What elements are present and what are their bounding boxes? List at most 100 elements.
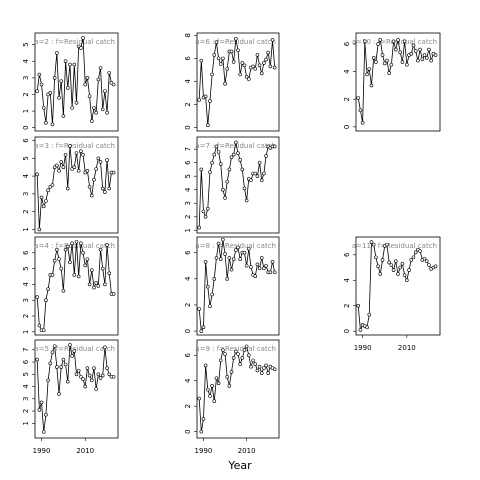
data-point: [96, 372, 101, 377]
y-tick-label: 2: [22, 92, 30, 96]
data-point: [98, 160, 103, 164]
plot-frame: [355, 236, 441, 336]
plot-frame: [34, 339, 119, 439]
data-point: [79, 149, 83, 154]
data-point: [264, 154, 268, 158]
data-point: [107, 186, 112, 191]
data-point: [59, 266, 64, 271]
y-tick-label: 3: [22, 76, 30, 80]
data-point: [105, 243, 109, 247]
data-point: [208, 304, 212, 309]
data-point: [244, 263, 249, 268]
data-point: [44, 199, 48, 203]
data-point: [218, 257, 223, 262]
data-point: [70, 105, 74, 110]
data-point: [79, 374, 83, 379]
data-point: [96, 284, 101, 288]
data-point: [387, 260, 391, 265]
y-tick-label: 2: [184, 102, 192, 106]
data-point: [111, 292, 116, 296]
panel-title: a=11 : f=Residual catch: [352, 242, 437, 250]
data-point: [87, 373, 92, 378]
panel-title: a=2 : f=Residual catch: [34, 38, 115, 46]
data-point: [72, 165, 77, 170]
data-point: [420, 57, 425, 62]
data-point: [210, 292, 214, 297]
data-point: [197, 98, 201, 102]
data-point: [236, 352, 240, 356]
data-point: [402, 273, 407, 277]
data-point: [205, 206, 210, 211]
y-tick-label: 1: [22, 421, 30, 425]
data-point: [103, 282, 107, 287]
data-point: [199, 58, 204, 63]
data-point: [208, 99, 212, 103]
data-point: [356, 96, 361, 100]
data-point: [240, 356, 245, 360]
data-point: [81, 152, 85, 157]
data-point: [249, 265, 253, 269]
data-point: [65, 379, 70, 384]
data-point: [65, 244, 70, 249]
y-tick-label: 6: [184, 250, 192, 255]
data-point: [380, 258, 385, 262]
data-point: [48, 361, 53, 366]
data-point: [111, 170, 116, 175]
plot-frame: [196, 32, 280, 132]
data-point: [234, 349, 238, 354]
data-point: [201, 417, 206, 421]
data-point: [205, 123, 210, 128]
data-point: [396, 272, 400, 276]
data-point: [259, 256, 264, 260]
data-point: [79, 46, 83, 50]
data-point: [94, 167, 98, 171]
data-point: [111, 82, 116, 87]
data-point: [76, 168, 81, 173]
y-tick-label: 2: [22, 314, 30, 318]
data-point: [433, 264, 438, 269]
data-point: [223, 252, 227, 256]
y-tick-label: 5: [22, 372, 30, 376]
y-tick-label: 0: [184, 125, 192, 129]
data-point: [74, 239, 79, 244]
data-point: [214, 144, 219, 149]
panel-title: a=4 : f=Residual catch: [34, 242, 115, 250]
data-point: [87, 184, 92, 189]
data-point: [374, 255, 378, 260]
data-point: [262, 61, 266, 65]
data-point: [107, 271, 112, 276]
y-tick-label: 4: [22, 58, 30, 63]
data-point: [83, 384, 88, 389]
data-point: [358, 328, 363, 332]
data-point: [94, 281, 98, 285]
data-point: [380, 53, 385, 57]
data-point: [389, 263, 394, 267]
data-point: [249, 364, 253, 369]
data-point: [50, 122, 55, 127]
plot-frame: [34, 32, 119, 132]
data-point: [371, 242, 376, 247]
y-tick-label: 7: [184, 147, 192, 151]
data-point: [268, 270, 273, 275]
data-point: [107, 372, 112, 377]
data-point: [249, 178, 253, 183]
data-point: [257, 63, 262, 68]
data-point: [221, 56, 225, 61]
data-point: [50, 273, 55, 277]
data-point: [236, 245, 240, 250]
data-point: [391, 268, 396, 272]
data-point: [52, 258, 57, 263]
data-point: [65, 186, 70, 191]
data-point: [98, 66, 103, 70]
data-point: [270, 260, 275, 264]
data-point: [413, 250, 418, 255]
y-tick-label: 2: [343, 97, 351, 101]
data-point: [63, 362, 68, 367]
y-tick-label: 1: [22, 330, 30, 334]
y-tick-label: 1: [22, 227, 30, 231]
data-point: [52, 344, 57, 348]
data-point: [208, 170, 212, 174]
data-point: [208, 394, 212, 398]
data-point: [35, 89, 39, 93]
